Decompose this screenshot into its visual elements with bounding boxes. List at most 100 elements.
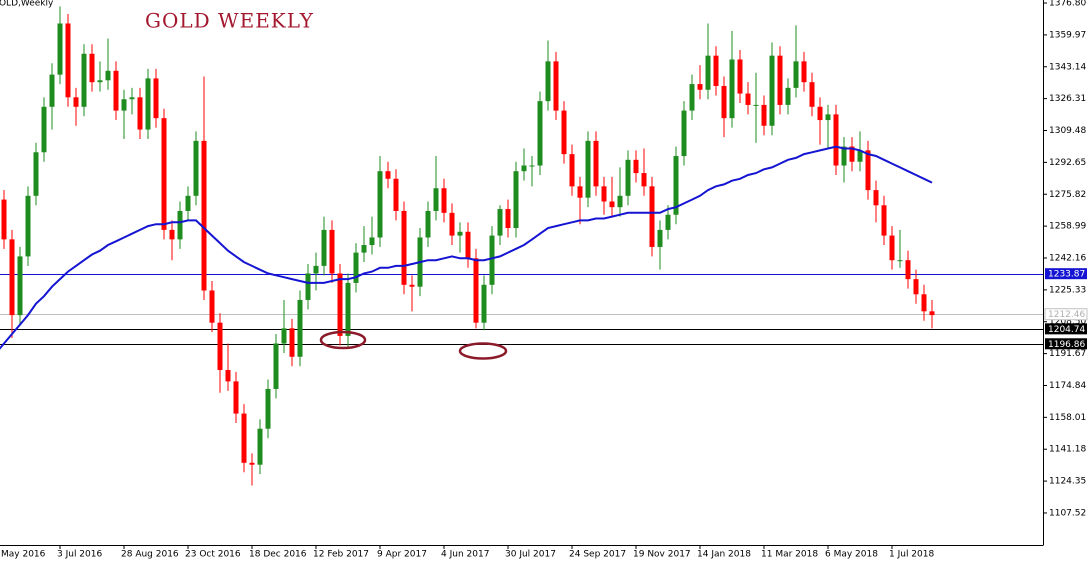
candle-body [593,140,599,187]
candle-body [337,273,343,336]
candle-body [689,84,695,111]
candle-body [57,23,63,75]
candle-body [9,239,15,316]
candle-body [289,328,295,357]
candle-body [833,114,839,166]
y-tick-label: 1292.65 [1049,158,1086,168]
candle-body [81,53,87,107]
level-label: 1204.74 [1048,325,1085,335]
y-tick-label: 1208.50 [1049,317,1086,327]
y-tick-label: 1359.97 [1049,30,1086,40]
support-circle [458,342,508,360]
symbol-label: GOLD,Weekly [0,0,54,9]
y-tick-label: 1124.35 [1049,477,1086,487]
chart-title: GOLD WEEKLY [145,9,314,33]
candle-body [489,235,495,285]
x-tick-label: 6 May 2018 [825,550,878,560]
candle-body [561,110,567,155]
candle-body [249,462,255,465]
candle-body [457,231,463,236]
candle-body [465,231,471,259]
candle-body [241,413,247,463]
candle-body [641,173,647,187]
candle-body [233,381,239,414]
candle-body [529,165,535,167]
x-tick-label: 14 Jan 2018 [697,550,751,560]
candle-body [481,284,487,323]
candle-body [729,59,735,119]
candle-body [169,229,175,240]
candle-body [673,156,679,215]
candle-body [873,190,879,206]
candle-body [113,70,119,111]
y-tick-label: 1191.67 [1049,349,1086,359]
candle-body [609,201,615,208]
candle-body [633,159,639,174]
candle-body [553,61,559,111]
candle-body [41,106,47,153]
candle-body [25,195,31,257]
candle-body [753,104,759,106]
candle-body [705,55,711,90]
candle-body [425,210,431,238]
candle-body [545,61,551,102]
level-label-box [1044,308,1088,321]
x-tick-label: 30 Jul 2017 [505,550,556,560]
candle-body [745,93,751,105]
candle-body [505,209,511,228]
candle-body [361,245,367,253]
y-tick-label: 1242.16 [1049,253,1086,263]
candle-body [193,140,199,196]
candle-body [369,237,375,246]
candle-body [321,229,327,266]
candle-body [145,78,151,130]
plot-area [0,6,1043,486]
level-label-box [1045,323,1087,335]
level-label: 1233.87 [1048,270,1085,280]
candle-body [849,146,855,162]
candle-body [209,290,215,323]
candle-body [665,214,671,230]
y-tick-label: 1225.33 [1049,285,1086,295]
candle-body [33,152,39,196]
candle-body [769,55,775,126]
y-tick-label: 1326.31 [1049,94,1086,104]
candle-body [281,328,287,344]
candle-body [657,229,663,247]
candle-body [857,150,863,162]
y-tick-label: 1174.84 [1049,381,1086,391]
candle-body [257,428,263,465]
candle-body [225,370,231,382]
x-tick-label: May 2016 [1,550,46,560]
y-tick-label: 1309.48 [1049,126,1086,136]
moving-average [0,145,933,350]
candle-body [649,186,655,247]
candle-body [329,229,335,274]
candle-body [273,343,279,389]
x-tick-label: 28 Aug 2016 [121,550,179,560]
x-tick-label: 18 Dec 2016 [249,550,307,560]
candle-body [433,188,439,211]
candle-body [105,70,111,81]
candle-body [185,195,191,211]
candle-body [809,82,815,107]
candle-body [473,258,479,323]
level-label: 1212.46 [1048,310,1085,320]
candle-body [153,78,159,119]
candle-body [881,205,887,236]
candle-body [697,84,703,90]
candle-body [897,260,903,262]
candle-body [617,195,623,208]
candle-body [625,159,631,196]
level-label-box [1045,338,1087,350]
candle-body [569,154,575,187]
candle-body [129,97,135,100]
y-tick-label: 1343.14 [1049,62,1086,72]
candle-body [585,140,591,198]
x-tick-label: 1 Jul 2018 [889,550,934,560]
candle-body [801,61,807,83]
x-tick-label: 23 Oct 2016 [185,550,241,560]
candle-body [921,294,927,312]
level-label: 1196.86 [1048,340,1085,350]
x-tick-label: 9 Apr 2017 [377,550,427,560]
